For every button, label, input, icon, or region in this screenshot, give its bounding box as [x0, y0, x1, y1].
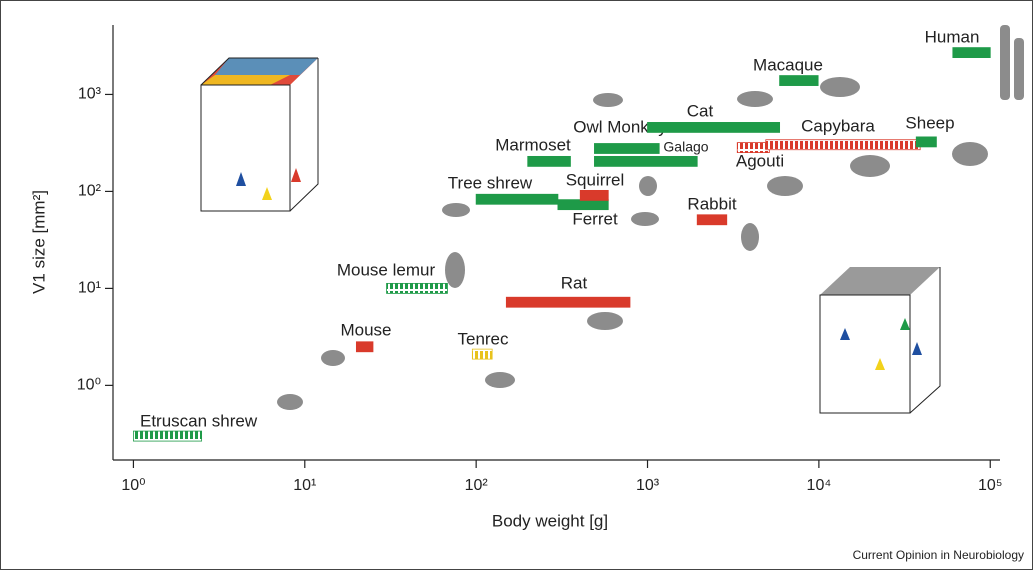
range-bar [476, 194, 558, 204]
species-label: Mouse [340, 320, 391, 339]
y-tick-label: 10¹ [78, 280, 101, 297]
chart: Body weight [g] V1 size [mm²] Current Op… [0, 0, 1033, 570]
x-tick-label: 10³ [636, 477, 660, 494]
x-tick-label: 10¹ [293, 477, 316, 494]
y-axis-label: V1 size [mm²] [29, 190, 48, 294]
x-tick-label: 10⁵ [978, 477, 1002, 494]
x-tick-label: 10² [465, 477, 489, 494]
illustration-cube-top [201, 58, 318, 211]
x-axis-label: Body weight [g] [492, 511, 608, 530]
species-label: Tree shrew [448, 173, 533, 192]
species-label: Capybara [801, 116, 875, 135]
range-bar [558, 200, 608, 210]
species-label: Rat [561, 273, 588, 292]
x-tick-label: 10⁰ [121, 477, 145, 494]
species-label: Tenrec [457, 329, 509, 348]
species-label: Agouti [736, 151, 784, 170]
species-label: Mouse lemur [337, 260, 436, 279]
species-label: Cat [687, 101, 714, 120]
range-bar [133, 431, 201, 441]
range-bar [387, 283, 448, 293]
range-bar [648, 122, 780, 132]
range-bar [780, 76, 819, 86]
range-bar [766, 140, 920, 150]
species-label: Squirrel [566, 170, 625, 189]
species-label: Rabbit [687, 194, 736, 213]
illustration-cube-bottom [820, 267, 940, 413]
range-bar [594, 156, 697, 166]
species-label: Marmoset [495, 135, 571, 154]
y-tick-label: 10⁰ [77, 377, 101, 394]
species-label: Galago [663, 139, 708, 155]
animal-silhouettes [277, 25, 1024, 410]
range-bar [697, 215, 727, 225]
species-label: Sheep [905, 113, 954, 132]
x-tick-label: 10⁴ [807, 477, 832, 494]
species-label: Etruscan shrew [140, 411, 258, 430]
range-bar [916, 137, 936, 147]
y-tick-label: 10² [78, 183, 102, 200]
range-bar [528, 156, 571, 166]
species-label: Macaque [753, 55, 823, 74]
y-tick-label: 10³ [78, 86, 102, 103]
range-bar [356, 342, 373, 352]
source: Current Opinion in Neurobiology [853, 548, 1024, 562]
species-label: Ferret [572, 209, 618, 228]
range-bar [506, 297, 630, 307]
range-bar [472, 349, 492, 359]
range-bar [953, 48, 990, 58]
range-bar [580, 190, 608, 200]
range-bar [594, 144, 659, 154]
species-label: Human [925, 27, 980, 46]
